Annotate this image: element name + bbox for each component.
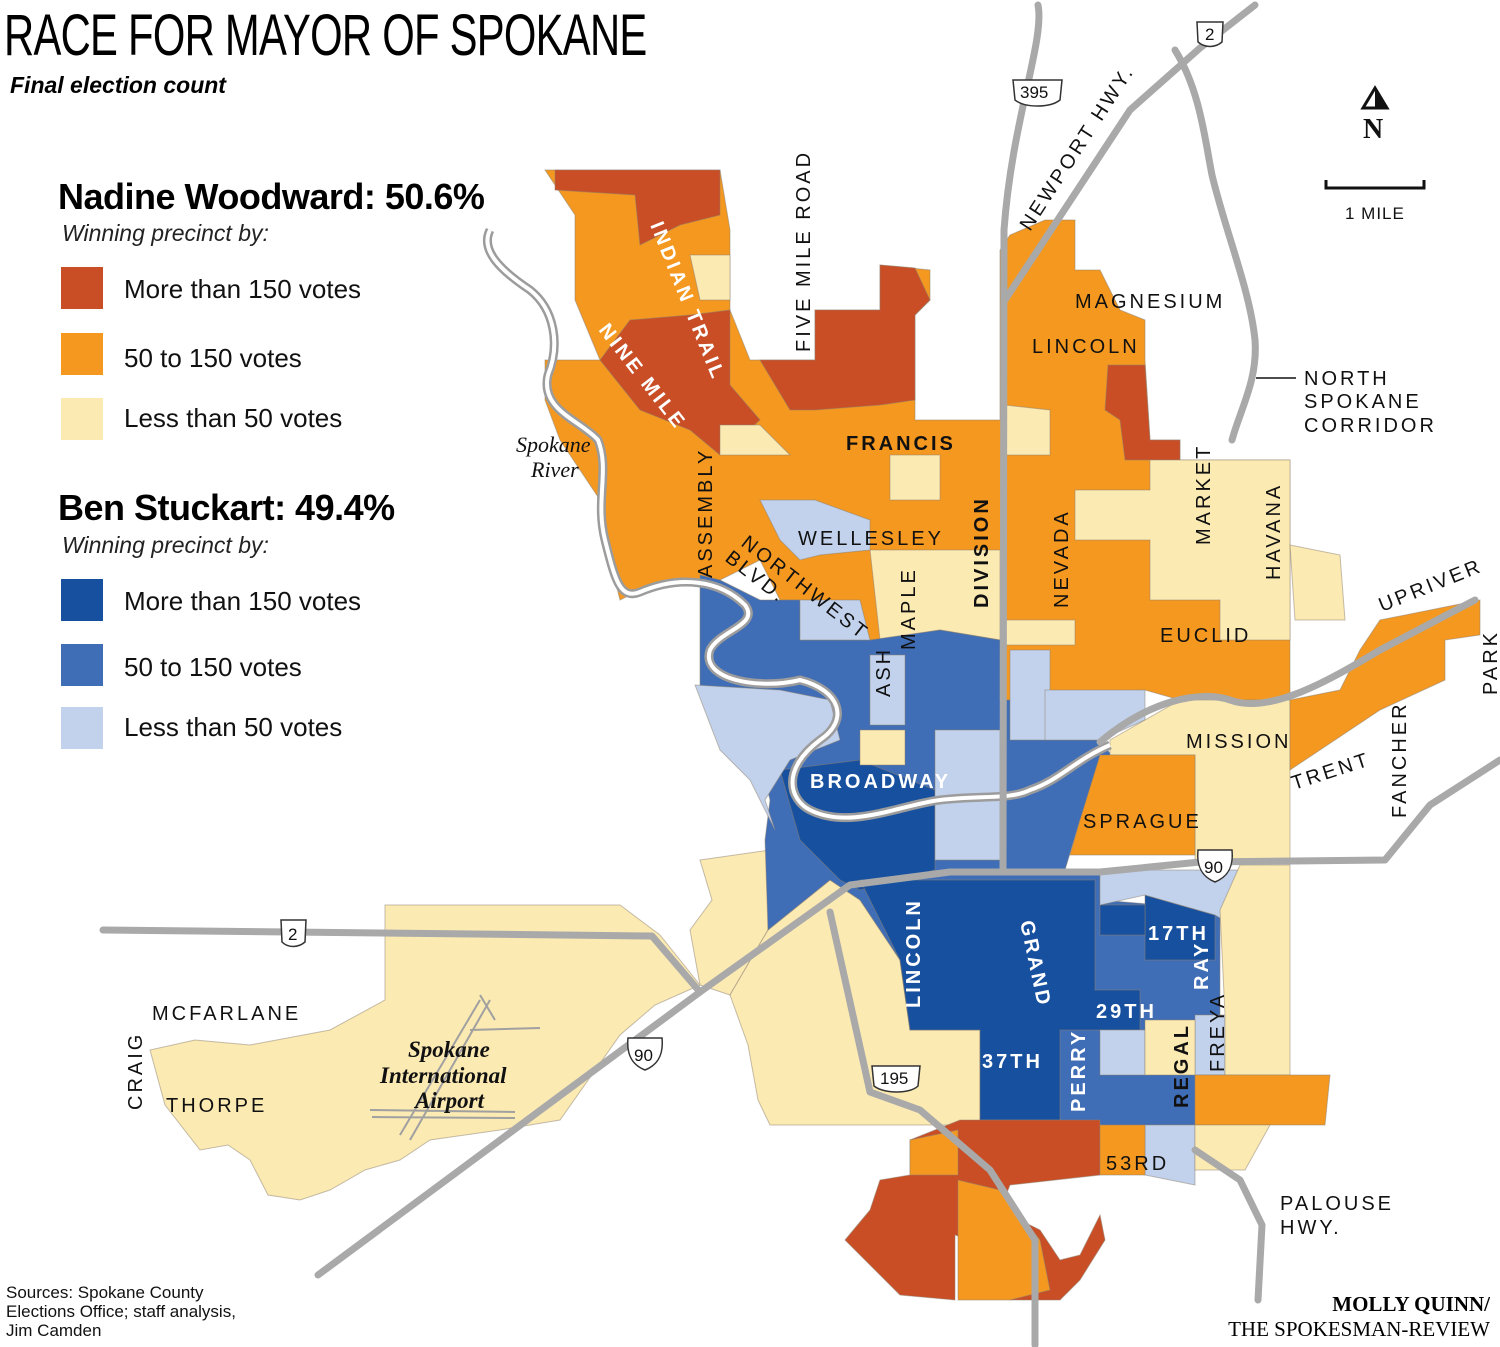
us-2-west-shield: 2 [280, 919, 307, 948]
street-label-magnesium: MAGNESIUM [1075, 291, 1225, 313]
page-subtitle: Final election count [10, 72, 226, 98]
north-label: N [1363, 114, 1383, 145]
legend-swatch-stuckart-high [61, 579, 103, 621]
scale-label: 1 MILE [1345, 204, 1405, 223]
street-label-market: MARKET [1193, 444, 1215, 545]
north-arrow: N [1360, 85, 1390, 145]
street-label-assembly: ASSEMBLY [695, 448, 717, 578]
precincts-stuckart-high [779, 759, 1216, 1121]
street-label-mission: MISSION [1186, 731, 1291, 753]
spokane-river [482, 227, 1112, 823]
us-2-north-shield: 2 [1196, 21, 1224, 48]
legend-label: 50 to 150 votes [124, 652, 302, 682]
street-label-park: PARK [1480, 630, 1500, 695]
street-label-thorpe: THORPE [166, 1095, 267, 1117]
street-label-fancher: FANCHER [1389, 701, 1411, 818]
street-label-wellesley: WELLESLEY [798, 528, 944, 550]
street-label-maple: MAPLE [898, 567, 920, 650]
highway-shields: 395 2 2 90 90 195 [280, 21, 1234, 1093]
street-label-ray: RAY [1191, 941, 1213, 990]
label-north-spokane-corridor-3: CORRIDOR [1304, 415, 1437, 437]
legend-swatch-stuckart-mid [61, 644, 103, 686]
street-label-37th: 37TH [982, 1051, 1043, 1073]
street-label-five-mile: FIVE MILE ROAD [793, 150, 815, 352]
precincts-south [844, 1119, 1146, 1301]
street-label-ash: ASH [873, 647, 895, 697]
legend-stuckart-title: Ben Stuckart: 49.4% [58, 487, 395, 528]
street-label-lincoln-north: LINCOLN [1032, 336, 1140, 358]
street-label-regal: REGAL [1171, 1023, 1193, 1108]
street-label-17th: 17TH [1148, 923, 1209, 945]
credit-name: MOLLY QUINN/ [1332, 1292, 1490, 1316]
airport-label-3: Airport [413, 1088, 485, 1113]
shield-label: 2 [1205, 25, 1214, 44]
place-labels: Spokane River Spokane International Airp… [379, 432, 591, 1113]
us-195-shield: 195 [871, 1065, 921, 1093]
street-label-sprague: SPRAGUE [1083, 811, 1202, 833]
legend-label: Less than 50 votes [124, 403, 343, 433]
street-label-mcfarlane: MCFARLANE [152, 1003, 301, 1025]
shield-label: 395 [1020, 83, 1048, 102]
legend-label: Less than 50 votes [124, 712, 343, 742]
sources-note: Sources: Spokane County Elections Office… [6, 1283, 236, 1340]
legend-swatch-woodward-mid [61, 333, 103, 375]
legend-swatch-woodward-high [61, 267, 103, 309]
us-395-shield: 395 [1012, 79, 1063, 107]
page-title: RACE FOR MAYOR OF SPOKANE [4, 3, 647, 68]
precincts-woodward-low-west [149, 849, 981, 1201]
street-label-perry: PERRY [1068, 1029, 1090, 1112]
shield-label: 2 [288, 925, 297, 944]
street-label-broadway: BROADWAY [810, 771, 951, 793]
legend-label: More than 150 votes [124, 586, 362, 616]
legend-woodward-subtitle: Winning precinct by: [62, 220, 269, 246]
legend-swatch-woodward-low [61, 398, 103, 440]
legend-label: 50 to 150 votes [124, 343, 302, 373]
i-90-west-shield: 90 [626, 1037, 664, 1071]
airport-runways [369, 994, 541, 1141]
street-label-lincoln-south: LINCOLN [903, 898, 925, 1008]
street-label-29th: 29TH [1096, 1001, 1157, 1023]
precincts-woodward-high [554, 169, 1181, 461]
precincts-woodward-low-north [689, 254, 1346, 646]
street-label-havana: HAVANA [1263, 483, 1285, 580]
credit-org: THE SPOKESMAN-REVIEW [1228, 1317, 1490, 1341]
river-label-2: River [530, 457, 579, 482]
legend-swatch-stuckart-low [61, 707, 103, 749]
street-label-nevada: NEVADA [1051, 509, 1073, 608]
legend-woodward-title: Nadine Woodward: 50.6% [58, 176, 485, 217]
label-north-spokane-corridor-2: SPOKANE [1304, 391, 1422, 413]
river-label-1: Spokane [516, 432, 591, 457]
legend-stuckart-subtitle: Winning precinct by: [62, 532, 269, 558]
street-label-francis: FRANCIS [846, 433, 956, 455]
label-palouse-hwy-2: HWY. [1280, 1217, 1342, 1239]
legend-label: More than 150 votes [124, 274, 362, 304]
i-90-east-shield: 90 [1196, 849, 1234, 883]
street-label-division: DIVISION [971, 496, 993, 608]
credit: MOLLY QUINN/ THE SPOKESMAN-REVIEW [1228, 1292, 1490, 1342]
scale-bar: 1 MILE [1324, 180, 1426, 223]
street-label-euclid: EUCLID [1160, 625, 1251, 647]
airport-label-1: Spokane [408, 1037, 490, 1062]
airport-label-2: International [379, 1063, 507, 1088]
shield-label: 195 [880, 1069, 908, 1088]
street-label-craig: CRAIG [125, 1032, 147, 1110]
label-palouse-hwy-1: PALOUSE [1280, 1193, 1394, 1215]
shield-label: 90 [1204, 858, 1223, 877]
label-north-spokane-corridor-1: NORTH [1304, 368, 1390, 390]
shield-label: 90 [634, 1046, 653, 1065]
street-label-53rd: 53RD [1106, 1153, 1169, 1175]
precincts-east [859, 599, 1481, 1171]
street-label-freya: FREYA [1207, 992, 1229, 1072]
